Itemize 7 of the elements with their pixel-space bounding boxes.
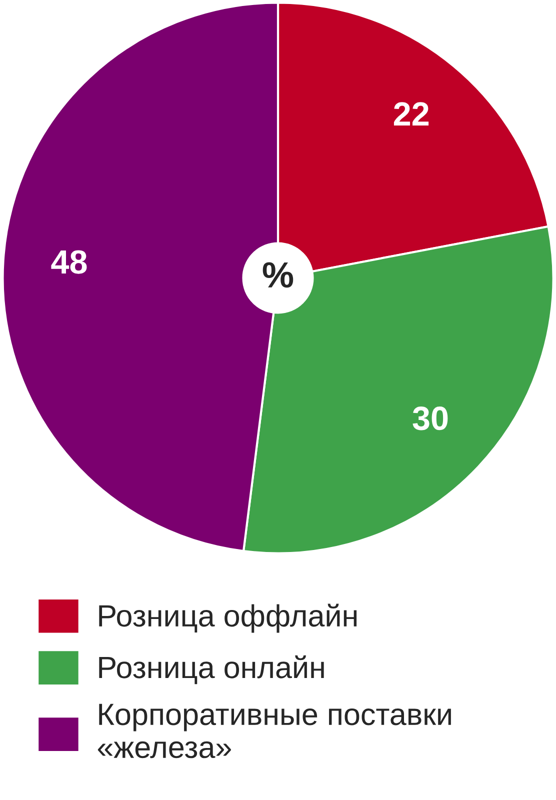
legend-label: Корпоративные поставки «железа» bbox=[98, 704, 451, 758]
data-label: 22 bbox=[394, 102, 429, 126]
data-label: 48 bbox=[51, 250, 87, 274]
data-label: 30 bbox=[412, 406, 448, 430]
text: % bbox=[262, 262, 294, 288]
legend-label: Розница онлайн bbox=[99, 655, 324, 684]
legend-label: Розница оффлайн bbox=[99, 604, 357, 633]
